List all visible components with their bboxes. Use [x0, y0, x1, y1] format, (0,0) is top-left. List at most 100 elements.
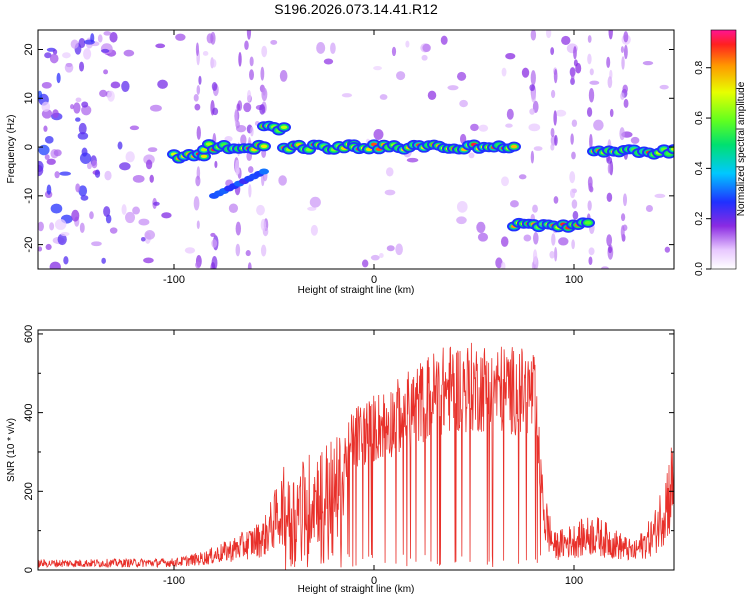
noise-blob: [501, 67, 507, 77]
noise-blob: [501, 176, 509, 187]
noise-blob: [384, 189, 396, 196]
streak-blob: [249, 56, 254, 67]
noise-blob: [103, 69, 109, 75]
noise-blob: [132, 175, 145, 183]
noise-blob: [49, 261, 61, 269]
streak-blob: [553, 110, 557, 126]
noise-blob: [70, 39, 79, 49]
streak-blob: [235, 221, 242, 236]
noise-blob: [46, 184, 52, 195]
y-tick-label: 400: [23, 403, 35, 421]
y-tick-label: -10: [23, 188, 35, 204]
noise-blob: [107, 90, 115, 102]
streak-blob: [620, 46, 625, 54]
noise-blob: [45, 243, 52, 250]
ridge-core: [584, 220, 592, 225]
colorbar: 0.0 0.2 0.4 0.6 0.8 Normalized spectral ampl…: [694, 29, 747, 276]
noise-blob: [144, 230, 156, 240]
ridge-core: [260, 144, 268, 149]
colorbar-tick-label: 0.0: [694, 262, 705, 276]
streak-blob: [532, 249, 538, 265]
x-tick-label: -100: [163, 575, 185, 587]
streak-blob: [214, 160, 218, 169]
noise-blob: [361, 259, 369, 268]
streak-blob: [620, 92, 625, 100]
noise-blob: [78, 122, 87, 135]
noise-blob: [78, 38, 86, 49]
noise-blob: [56, 72, 61, 84]
noise-blob: [140, 236, 146, 242]
streak-blob: [195, 175, 201, 187]
noise-blob: [270, 39, 278, 45]
noise-blob: [149, 104, 162, 112]
noise-blob: [54, 171, 60, 179]
noise-blob: [132, 206, 140, 215]
x-tick-label: -100: [163, 274, 185, 286]
streak-blob: [196, 85, 201, 95]
noise-blob: [505, 52, 516, 60]
noise-blob: [147, 147, 158, 153]
noise-blob: [456, 200, 468, 213]
snr-xlabel: Height of straight line (km): [298, 584, 415, 595]
noise-blob: [60, 231, 70, 237]
streak-blob: [587, 200, 592, 211]
colorbar-tick-label: 0.4: [694, 161, 705, 175]
noise-blob: [307, 206, 317, 211]
noise-blob: [310, 224, 318, 236]
noise-blob: [440, 35, 448, 45]
noise-blob: [75, 97, 82, 103]
streak-blob: [259, 104, 266, 115]
noise-blob: [149, 174, 154, 183]
noise-blob: [41, 101, 51, 112]
streak-blob: [550, 47, 555, 55]
noise-blob: [46, 158, 56, 165]
noise-blob: [240, 134, 247, 146]
streak-blob: [623, 31, 629, 43]
y-tick-label: 200: [23, 482, 35, 500]
noise-blob: [49, 53, 59, 64]
streak-blob: [235, 243, 241, 257]
noise-blob: [555, 109, 567, 117]
streak-blob: [195, 261, 201, 269]
noise-blob: [101, 48, 110, 53]
noise-blob: [244, 40, 249, 51]
noise-blob: [379, 94, 388, 100]
streak-blob: [554, 246, 558, 262]
spectrogram-blobs: [38, 30, 671, 269]
noise-blob: [49, 222, 55, 231]
noise-blob: [117, 141, 123, 150]
noise-blob: [521, 67, 530, 78]
noise-blob: [81, 105, 92, 116]
streak-blob: [210, 31, 216, 45]
noise-blob: [62, 52, 71, 59]
noise-blob: [103, 31, 112, 36]
noise-blob: [396, 71, 406, 81]
noise-blob: [73, 102, 81, 114]
noise-blob: [184, 247, 196, 254]
ridge-blob: [277, 122, 291, 133]
noise-blob: [256, 204, 265, 216]
noise-blob: [153, 201, 160, 206]
streak-blob: [607, 76, 613, 89]
streak-blob: [571, 119, 578, 127]
noise-blob: [279, 69, 288, 82]
streak-blob: [211, 239, 218, 248]
ridge-blob: [507, 141, 521, 152]
ridge-core: [510, 144, 518, 149]
noise-blob: [129, 125, 140, 131]
noise-blob: [119, 162, 131, 171]
noise-blob: [323, 58, 334, 65]
ridge-blob: [257, 141, 271, 152]
noise-blob: [63, 256, 69, 265]
noise-blob: [104, 170, 112, 181]
spectrogram-ylabel: Frequency (Hz): [6, 115, 17, 184]
noise-blob: [391, 46, 397, 57]
noise-blob: [89, 211, 94, 220]
streak-blob: [587, 53, 592, 65]
noise-blob: [155, 43, 166, 49]
noise-blob: [97, 34, 103, 43]
noise-blob: [523, 234, 532, 242]
streak-blob: [212, 107, 219, 116]
